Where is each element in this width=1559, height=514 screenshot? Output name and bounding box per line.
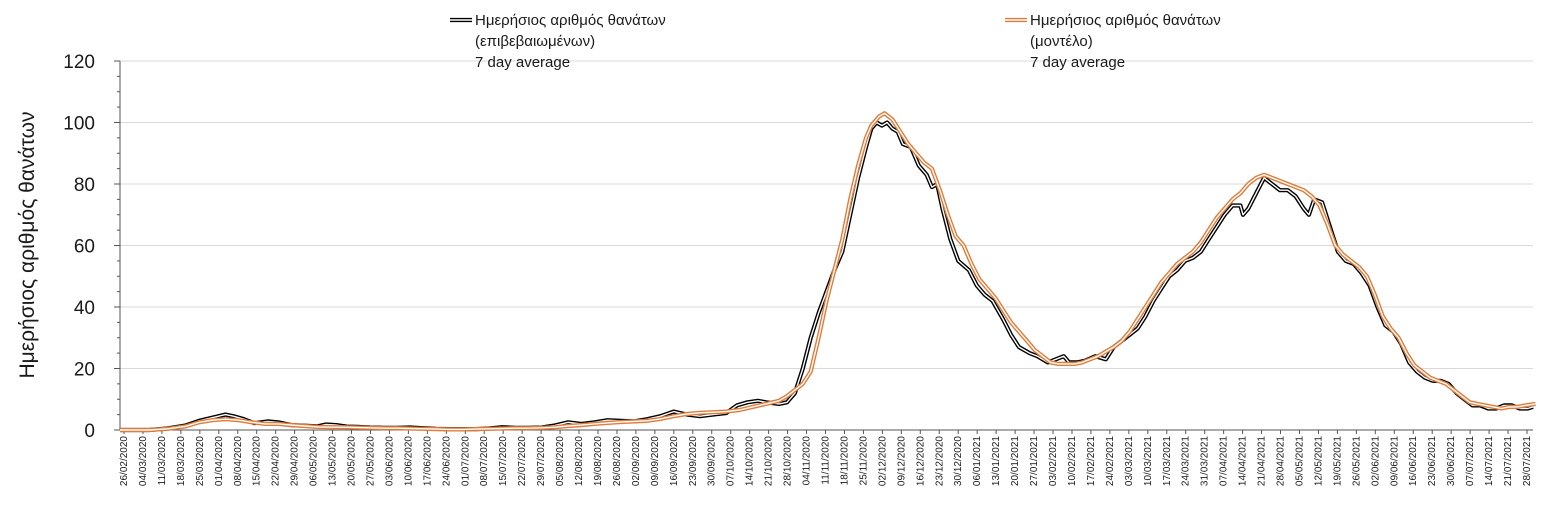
legend-label-2: Ημερήσιος αριθμός θανάτων [1030, 12, 1221, 29]
x-tick-label: 13/05/2020 [328, 436, 339, 486]
x-tick-label: 26/05/2021 [1351, 436, 1362, 486]
y-tick-label: 0 [84, 421, 95, 442]
x-tick-label: 30/06/2021 [1446, 436, 1457, 486]
x-tick-label: 25/03/2020 [195, 436, 206, 486]
x-tick-label: 23/09/2020 [688, 436, 699, 486]
x-tick-label: 30/12/2020 [953, 436, 964, 486]
x-tick-label: 27/01/2021 [1029, 436, 1040, 486]
x-tick-label: 03/02/2021 [1048, 436, 1059, 486]
legend-label-2: 7 day average [1030, 54, 1125, 71]
x-tick-label: 23/06/2021 [1427, 436, 1438, 486]
y-tick-label: 80 [74, 175, 95, 196]
x-tick-label: 08/07/2020 [479, 436, 490, 486]
x-tick-label: 24/06/2020 [441, 436, 452, 486]
x-tick-label: 28/04/2021 [1276, 436, 1287, 486]
y-tick-label: 120 [63, 52, 95, 73]
x-tick-label: 30/09/2020 [707, 436, 718, 486]
x-tick-label: 05/05/2021 [1294, 436, 1305, 486]
x-tick-label: 23/12/2020 [934, 436, 945, 486]
series-line-1-outer [120, 120, 1534, 433]
x-tick-label: 17/03/2021 [1162, 436, 1173, 486]
x-tick-label: 19/05/2021 [1332, 436, 1343, 486]
x-tick-label: 10/03/2021 [1143, 436, 1154, 486]
x-tick-label: 21/10/2020 [764, 436, 775, 486]
x-tick-label: 07/07/2021 [1465, 436, 1476, 486]
x-tick-label: 06/01/2021 [972, 436, 983, 486]
x-tick-label: 15/07/2020 [498, 436, 509, 486]
x-tick-label: 01/04/2020 [214, 436, 225, 486]
x-tick-label: 15/04/2020 [252, 436, 263, 486]
x-tick-label: 27/05/2020 [365, 436, 376, 486]
x-tick-label: 11/11/2020 [821, 436, 832, 485]
x-tick-label: 14/04/2021 [1238, 436, 1249, 486]
x-tick-label: 12/08/2020 [574, 436, 585, 486]
x-tick-label: 16/09/2020 [669, 436, 680, 486]
x-tick-label: 22/07/2020 [517, 436, 528, 486]
x-tick-label: 17/02/2021 [1086, 436, 1097, 486]
x-tick-label: 29/07/2020 [536, 436, 547, 486]
x-tick-label: 01/07/2020 [460, 436, 471, 486]
x-tick-label: 14/07/2021 [1484, 436, 1495, 486]
x-tick-label: 09/09/2020 [650, 436, 661, 486]
x-tick-label: 03/06/2020 [384, 436, 395, 486]
x-tick-label: 24/02/2021 [1105, 436, 1116, 486]
y-axis-label: Ημερήσιος αριθμός θανάτων [16, 111, 39, 378]
x-tick-label: 02/12/2020 [877, 436, 888, 486]
x-tick-label: 21/07/2021 [1503, 436, 1514, 486]
legend-label-2: (μοντέλο) [1030, 33, 1093, 50]
x-tick-label: 17/06/2020 [422, 436, 433, 486]
x-tick-label: 02/06/2021 [1370, 436, 1381, 486]
x-tick-label: 10/06/2020 [403, 436, 414, 486]
x-tick-label: 09/12/2020 [896, 436, 907, 486]
x-tick-label: 29/04/2020 [290, 436, 301, 486]
y-tick-label: 40 [74, 298, 95, 319]
x-tick-label: 24/03/2021 [1181, 436, 1192, 486]
x-tick-label: 28/07/2021 [1522, 436, 1533, 486]
x-tick-label: 04/03/2020 [138, 436, 149, 486]
x-tick-label: 20/05/2020 [347, 436, 358, 486]
y-tick-label: 100 [63, 114, 95, 135]
x-tick-label: 06/05/2020 [309, 436, 320, 486]
gridlines [120, 60, 1533, 369]
x-tick-label: 02/09/2020 [631, 436, 642, 486]
y-tick-label: 60 [74, 237, 95, 258]
x-tick-label: 16/06/2021 [1408, 436, 1419, 486]
series-line-2-outer [120, 111, 1536, 433]
x-tick-label: 03/03/2021 [1124, 436, 1135, 486]
x-tick-label: 12/05/2021 [1313, 436, 1324, 486]
x-tick-label: 22/04/2020 [271, 436, 282, 486]
legend-label-1: Ημερήσιος αριθμός θανάτων [475, 12, 666, 29]
x-tick-label: 21/04/2021 [1257, 436, 1268, 486]
x-tick-label: 19/08/2020 [593, 436, 604, 486]
legend: Ημερήσιος αριθμός θανάτων (επιβεβαιωμένων… [450, 12, 1221, 71]
x-tick-label: 09/06/2021 [1389, 436, 1400, 486]
x-tick-label: 08/04/2020 [233, 436, 244, 486]
x-tick-label: 31/03/2021 [1200, 436, 1211, 486]
x-tick-label: 26/02/2020 [119, 436, 130, 486]
y-tick-label: 20 [74, 360, 95, 381]
x-tick-label: 05/08/2020 [555, 436, 566, 486]
x-tick-label: 14/10/2020 [745, 436, 756, 486]
x-tick-label: 25/11/2020 [858, 436, 869, 486]
x-tick-label: 16/12/2020 [915, 436, 926, 486]
x-tick-label: 07/04/2021 [1219, 436, 1230, 486]
x-tick-label: 18/03/2020 [176, 436, 187, 486]
x-tick-label: 13/01/2021 [991, 436, 1002, 486]
series-line-2-inner [120, 112, 1536, 431]
x-tick-label: 26/08/2020 [612, 436, 623, 486]
x-tick-label: 18/11/2020 [839, 436, 850, 486]
x-tick-label: 28/10/2020 [783, 436, 794, 486]
series-lines [120, 111, 1536, 433]
x-tick-label: 11/03/2020 [157, 436, 168, 486]
x-tick-label: 07/10/2020 [726, 436, 737, 486]
x-tick-label: 10/02/2021 [1067, 436, 1078, 486]
x-tick-label: 04/11/2020 [802, 436, 813, 486]
legend-label-1: 7 day average [475, 54, 570, 71]
axes: 0 20 40 60 80 100 120 26/02/2020 04/03/2020 11/03… [63, 52, 1533, 486]
legend-label-1: (επιβεβαιωμένων) [475, 33, 595, 50]
x-tick-label: 20/01/2021 [1010, 436, 1021, 486]
series-line-1-inner [120, 121, 1534, 431]
